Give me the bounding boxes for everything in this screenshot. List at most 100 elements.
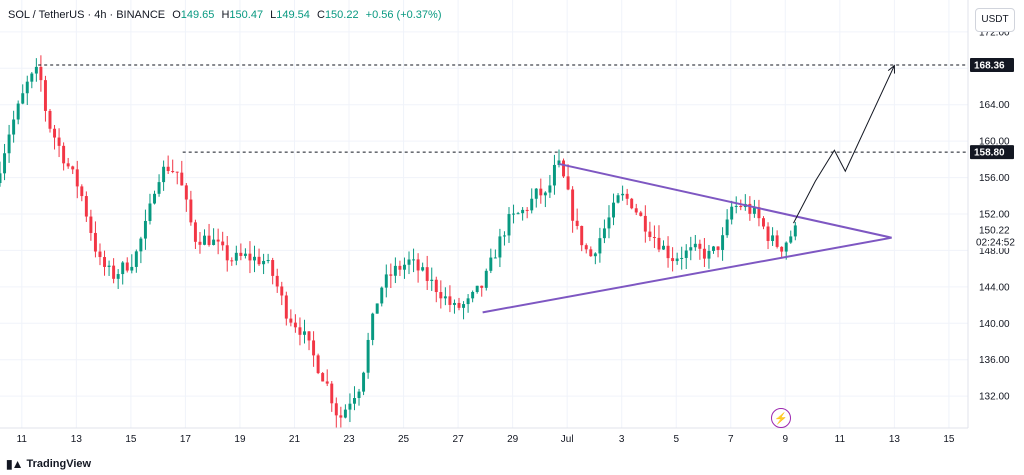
candle-body: [362, 372, 366, 392]
candle-body: [430, 279, 434, 281]
candle-body: [702, 248, 706, 259]
lightning-icon[interactable]: ⚡: [771, 408, 791, 428]
x-tick-label: 21: [289, 434, 301, 445]
candle-body: [584, 245, 588, 250]
candle-body: [84, 196, 88, 217]
candle-body: [425, 267, 429, 281]
candle-body: [662, 245, 665, 250]
candle-body: [43, 80, 47, 111]
candle-body: [134, 251, 138, 267]
candle-body: [303, 331, 306, 335]
candle-body: [539, 188, 543, 196]
current-price-text: 150.22: [979, 226, 1010, 237]
candle-body: [312, 340, 316, 356]
symbol-title[interactable]: SOL / TetherUS · 4h · BINANCE: [8, 9, 166, 21]
candle-body: [630, 198, 634, 209]
candle-body: [343, 409, 347, 418]
candle-body: [593, 253, 597, 257]
projection-path-line[interactable]: [793, 65, 895, 224]
candle-body: [489, 257, 493, 271]
candle-body: [607, 217, 611, 229]
y-tick-label: 156.00: [979, 173, 1010, 184]
candle-body: [530, 198, 534, 211]
open-value: 149.65: [180, 9, 215, 21]
candle-body: [216, 239, 220, 242]
candle-body: [353, 398, 356, 404]
candle-body: [589, 249, 593, 257]
candle-body: [475, 285, 479, 292]
candle-body: [12, 119, 16, 135]
candle-body: [89, 216, 93, 233]
x-tick-label: 11: [835, 434, 846, 445]
candle-body: [139, 238, 143, 252]
x-tick-label: Jul: [561, 434, 574, 445]
price-label-text: 168.36: [974, 61, 1005, 72]
candle-body: [443, 296, 447, 299]
candle-body: [621, 193, 625, 196]
candle-body: [0, 173, 2, 184]
candle-body: [380, 287, 384, 304]
candle-body: [262, 260, 266, 265]
candle-body: [402, 264, 406, 270]
tradingview-brand[interactable]: ▮▲ TradingView: [6, 457, 91, 471]
candle-body: [325, 381, 329, 384]
projection-path-drawing: [793, 64, 895, 224]
candle-body: [734, 205, 738, 207]
candle-body: [771, 235, 775, 241]
candle-body: [698, 243, 702, 249]
candle-body: [480, 285, 484, 288]
x-tick-label: 7: [728, 434, 734, 445]
close-label: C: [316, 9, 325, 21]
candle-body: [25, 81, 29, 94]
candle-body: [280, 286, 284, 296]
x-tick-label: 11: [17, 434, 28, 445]
candle-body: [157, 182, 161, 194]
candle-body: [512, 213, 516, 215]
candle-body: [39, 66, 43, 81]
candle-body: [534, 188, 538, 199]
candle-body: [525, 209, 529, 211]
current-price-box: [970, 223, 1018, 249]
y-tick-label: 160.00: [979, 137, 1010, 148]
candle-body: [643, 215, 647, 232]
symmetrical-triangle-drawing: [482, 162, 892, 314]
y-tick-label: 144.00: [979, 282, 1010, 293]
candle-body: [253, 256, 256, 261]
candle-body: [234, 252, 238, 261]
x-tick-label: 17: [180, 434, 192, 445]
candle-body: [543, 192, 547, 196]
candle-body: [780, 246, 784, 252]
candle-body: [639, 212, 643, 216]
horizontal-levels: [38, 64, 968, 153]
candle-body: [148, 203, 152, 221]
candle-body: [16, 103, 20, 120]
candle-body: [493, 257, 497, 259]
candle-body: [412, 259, 416, 261]
candle-body: [707, 250, 711, 259]
open-label: O: [172, 9, 181, 21]
y-tick-label: 164.00: [979, 100, 1010, 111]
candle-body: [184, 185, 188, 200]
candle-body: [112, 265, 116, 279]
candle-body: [298, 327, 302, 335]
candle-body: [130, 266, 134, 271]
candle-body: [384, 274, 388, 288]
candle-body: [439, 292, 443, 299]
candle-body: [462, 304, 466, 308]
candle-body: [316, 355, 320, 374]
x-tick-label: 9: [783, 434, 789, 445]
candle-body: [748, 203, 752, 214]
candle-body: [103, 257, 107, 267]
x-tick-label: 5: [673, 434, 679, 445]
candle-body: [575, 220, 579, 226]
triangle-upper-line[interactable]: [558, 162, 892, 239]
triangle-lower-line[interactable]: [482, 236, 892, 314]
candle-body: [230, 260, 234, 262]
candle-body: [521, 209, 525, 214]
candle-body: [793, 225, 797, 237]
candle-body: [693, 243, 697, 248]
candle-body: [775, 235, 779, 247]
currency-selector[interactable]: USDT: [975, 8, 1015, 32]
change-value: +0.56 (+0.37%): [365, 9, 442, 21]
